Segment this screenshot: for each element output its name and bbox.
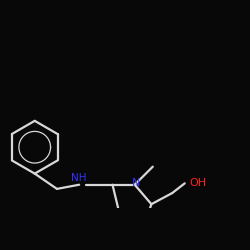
Text: NH: NH: [72, 173, 87, 183]
Text: OH: OH: [190, 178, 207, 188]
Text: N: N: [132, 178, 140, 188]
